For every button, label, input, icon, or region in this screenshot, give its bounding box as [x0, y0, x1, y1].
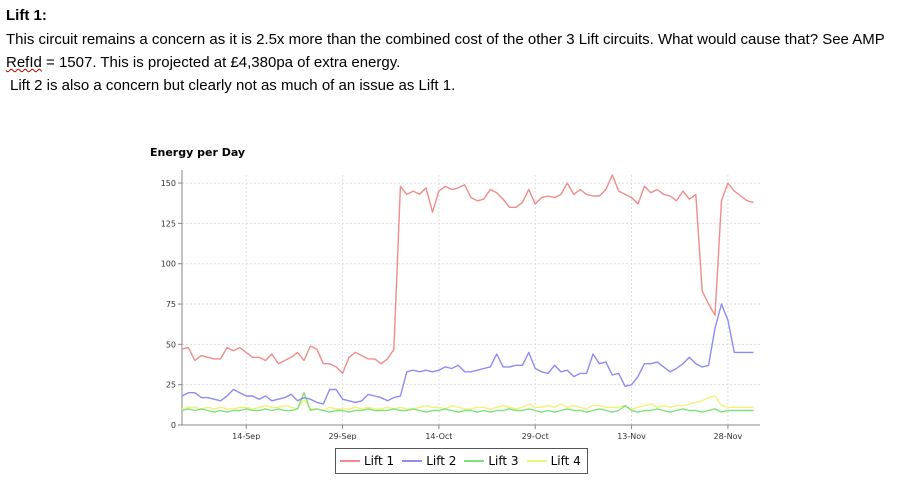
chart-series [181, 174, 754, 413]
legend-swatch-lift-1 [340, 460, 360, 462]
series-line-lift-1 [181, 174, 754, 375]
series-line-lift-3 [181, 391, 754, 413]
chart-axes: 0 25 50 75 100 125 150 14-Sep 29-Sep 14-Oct 29-Oct… [161, 170, 760, 440]
series-line-lift-4 [181, 395, 754, 412]
legend-swatch-lift-2 [402, 460, 423, 462]
y-tick-label: 100 [161, 260, 176, 269]
x-tick-label: 14-Oct [425, 432, 452, 440]
section-heading: Lift 1: [6, 7, 47, 24]
y-tick-label: 125 [161, 219, 176, 228]
y-tick-label: 75 [166, 300, 176, 309]
x-tick-label: 14-Sep [232, 432, 260, 440]
legend-swatch-lift-4 [526, 460, 547, 462]
x-tick-label: 13-Nov [617, 432, 646, 440]
legend-label-lift-4: Lift 4 [550, 454, 581, 468]
energy-line-chart: Energy per Day 0 25 50 75 100 125 150 14-Sep 29-… [150, 146, 760, 440]
x-tick-label: 28-Nov [714, 432, 743, 440]
y-tick-label: 50 [166, 340, 176, 349]
x-tick-label: 29-Sep [328, 432, 356, 440]
legend-label-lift-1: Lift 1 [364, 454, 395, 468]
y-tick-label: 25 [166, 381, 176, 390]
y-tick-label: 0 [171, 421, 176, 430]
legend-label-lift-3: Lift 3 [488, 454, 519, 468]
legend-item-lift-4: Lift 4 [526, 454, 581, 468]
chart-title: Energy per Day [150, 146, 245, 159]
legend-item-lift-1: Lift 1 [340, 454, 394, 468]
paragraph-lift-2: Lift 2 is also a concern but clearly not… [10, 77, 456, 94]
legend-label-lift-2: Lift 2 [426, 454, 457, 468]
y-tick-label: 150 [161, 179, 176, 188]
paragraph-lift-1-end: = 1507. This is projected at £4,380pa of… [41, 54, 401, 71]
series-line-lift-2 [181, 303, 754, 405]
chart-legend: Lift 1 Lift 2 Lift 3 Lift 4 [335, 448, 588, 474]
x-tick-label: 29-Oct [522, 432, 549, 440]
legend-item-lift-2: Lift 2 [402, 454, 456, 468]
paragraph-lift-1-start: This circuit remains a concern as it is … [6, 31, 885, 48]
legend-swatch-lift-3 [464, 460, 485, 462]
paragraph-lift-1: This circuit remains a concern as it is … [6, 28, 916, 74]
legend-item-lift-3: Lift 3 [464, 454, 519, 468]
chart-grid [182, 175, 760, 425]
document-body: Lift 1: This circuit remains a concern a… [6, 4, 916, 97]
spellcheck-flagged-word[interactable]: RefId [6, 54, 42, 71]
